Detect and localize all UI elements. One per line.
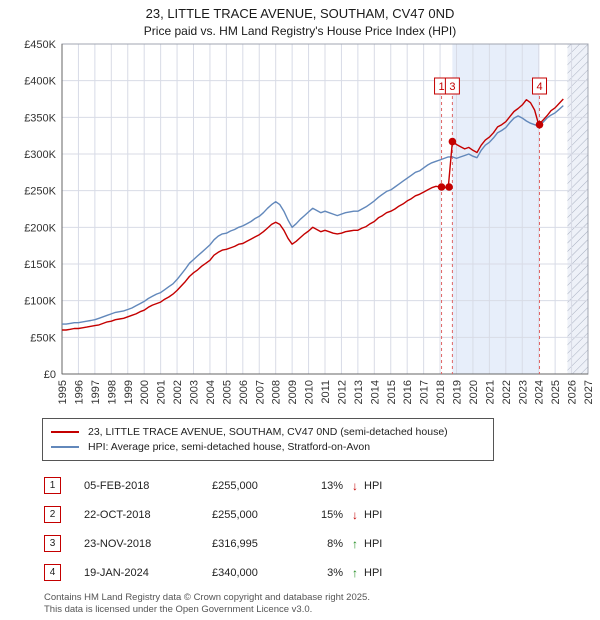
hpi-delta-pct: 8% [327, 537, 343, 550]
sale-label: 3 [449, 81, 455, 93]
sale-label: 4 [536, 81, 542, 93]
hpi-delta-pct: 13% [320, 479, 343, 492]
footer-line-2: This data is licensed under the Open Gov… [44, 604, 313, 616]
x-tick-label: 1998 [106, 380, 118, 404]
sale-label-box [532, 77, 548, 95]
x-tick-label: 2005 [221, 380, 233, 404]
hpi-arrow-icon: ↑ [352, 565, 358, 580]
x-tick-label: 2009 [287, 380, 299, 404]
x-tick-label: 2000 [139, 380, 151, 404]
red-line-swatch [51, 431, 79, 433]
sales-table: 1 05-FEB-2018 £255,000 13% ↓ HPI 2 22-OC… [44, 471, 600, 587]
hpi-line [62, 105, 564, 325]
x-tick-label: 1995 [57, 380, 69, 404]
sale-row: 1 05-FEB-2018 £255,000 13% ↓ HPI [44, 471, 600, 500]
y-tick-label: £400K [24, 76, 56, 88]
sale-price: £255,000 [212, 508, 258, 521]
hpi-arrow-icon: ↑ [352, 536, 358, 551]
legend-item-property: 23, LITTLE TRACE AVENUE, SOUTHAM, CV47 0… [51, 426, 485, 438]
x-tick-label: 2025 [550, 380, 562, 404]
x-tick-label: 1999 [123, 380, 135, 404]
price-paid-line [62, 98, 564, 331]
chart-header: 23, LITTLE TRACE AVENUE, SOUTHAM, CV47 0… [0, 0, 600, 38]
y-tick-label: £300K [24, 149, 56, 161]
y-tick-label: £200K [24, 222, 56, 234]
hpi-arrow-icon: ↓ [352, 507, 358, 522]
x-tick-label: 1997 [90, 380, 102, 404]
price-history-chart: 1 3 4 £0 £50K £100K £150K £200K £250K £300K £350K £… [24, 39, 595, 404]
x-tick-label: 1996 [73, 380, 85, 404]
sale-price: £255,000 [212, 479, 258, 492]
y-tick-label: £50K [30, 332, 56, 344]
sale-number-badge: 1 [44, 477, 61, 494]
sale-date: 23-NOV-2018 [84, 537, 152, 550]
x-tick-label: 2020 [468, 380, 480, 404]
x-tick-label: 2006 [238, 380, 250, 404]
future-hatch-band [567, 44, 588, 374]
sale-label-box [444, 77, 460, 95]
x-tick-label: 2017 [419, 380, 431, 404]
blue-line-swatch [51, 446, 79, 448]
sale-date: 19-JAN-2024 [84, 566, 149, 579]
x-tick-label: 2021 [484, 380, 496, 404]
sale-row: 4 19-JAN-2024 £340,000 3% ↑ HPI [44, 558, 600, 587]
sale-label: 1 [438, 81, 444, 93]
x-tick-label: 2014 [369, 380, 381, 404]
sale-price: £340,000 [212, 566, 258, 579]
legend-hpi-label: HPI: Average price, semi-detached house,… [88, 441, 371, 453]
x-tick-label: 2019 [452, 380, 464, 404]
legend-item-hpi: HPI: Average price, semi-detached house,… [51, 441, 485, 453]
x-tick-label: 2012 [336, 380, 348, 404]
sale-date: 05-FEB-2018 [84, 479, 150, 492]
hpi-suffix: HPI [364, 479, 383, 492]
y-tick-label: £0 [44, 369, 56, 381]
hpi-delta-pct: 3% [327, 566, 343, 579]
x-tick-label: 2018 [435, 380, 447, 404]
x-tick-label: 2024 [534, 380, 546, 404]
x-tick-label: 2002 [172, 380, 184, 404]
y-tick-label: £100K [24, 296, 56, 308]
sale-price: £316,995 [212, 537, 258, 550]
x-tick-label: 2026 [567, 380, 579, 404]
y-tick-label: £350K [24, 112, 56, 124]
sale-date: 22-OCT-2018 [84, 508, 151, 521]
x-tick-label: 2001 [156, 380, 168, 404]
sale-row: 2 22-OCT-2018 £255,000 15% ↓ HPI [44, 500, 600, 529]
x-tick-label: 2022 [501, 380, 513, 404]
sale-marker [445, 183, 453, 191]
footer-line-1: Contains HM Land Registry data © Crown c… [44, 592, 370, 603]
license-footer: Contains HM Land Registry data © Crown c… [44, 592, 600, 617]
sale-number-badge: 3 [44, 535, 61, 552]
page-subtitle: Price paid vs. HM Land Registry's House … [143, 24, 457, 38]
x-tick-label: 2004 [205, 380, 217, 404]
sale-row: 3 23-NOV-2018 £316,995 8% ↑ HPI [44, 529, 600, 558]
x-tick-label: 2023 [517, 380, 529, 404]
sale-number-badge: 4 [44, 564, 61, 581]
x-tick-label: 2015 [386, 380, 398, 404]
sale-marker [437, 183, 446, 191]
y-tick-label: £250K [24, 186, 56, 198]
hpi-arrow-icon: ↓ [352, 478, 358, 493]
x-tick-label: 2027 [583, 380, 595, 404]
x-tick-label: 2016 [402, 380, 414, 404]
x-tick-label: 2008 [271, 380, 283, 404]
x-tick-label: 2003 [189, 380, 201, 404]
y-tick-label: £450K [24, 39, 56, 51]
ownership-band [452, 44, 540, 374]
hpi-delta-pct: 15% [320, 508, 343, 521]
legend: 23, LITTLE TRACE AVENUE, SOUTHAM, CV47 0… [42, 418, 494, 461]
sale-marker [535, 120, 544, 129]
x-tick-label: 2013 [353, 380, 365, 404]
hpi-suffix: HPI [364, 508, 383, 521]
x-tick-label: 2007 [254, 380, 266, 404]
y-tick-label: £150K [24, 259, 56, 271]
sale-marker [448, 137, 457, 146]
legend-property-label: 23, LITTLE TRACE AVENUE, SOUTHAM, CV47 0… [88, 426, 448, 438]
hpi-suffix: HPI [364, 566, 383, 579]
page-title: 23, LITTLE TRACE AVENUE, SOUTHAM, CV47 0… [145, 6, 455, 21]
sale-number-badge: 2 [44, 506, 61, 523]
x-tick-label: 2010 [304, 380, 316, 404]
x-tick-label: 2011 [320, 380, 332, 404]
hpi-suffix: HPI [364, 537, 383, 550]
